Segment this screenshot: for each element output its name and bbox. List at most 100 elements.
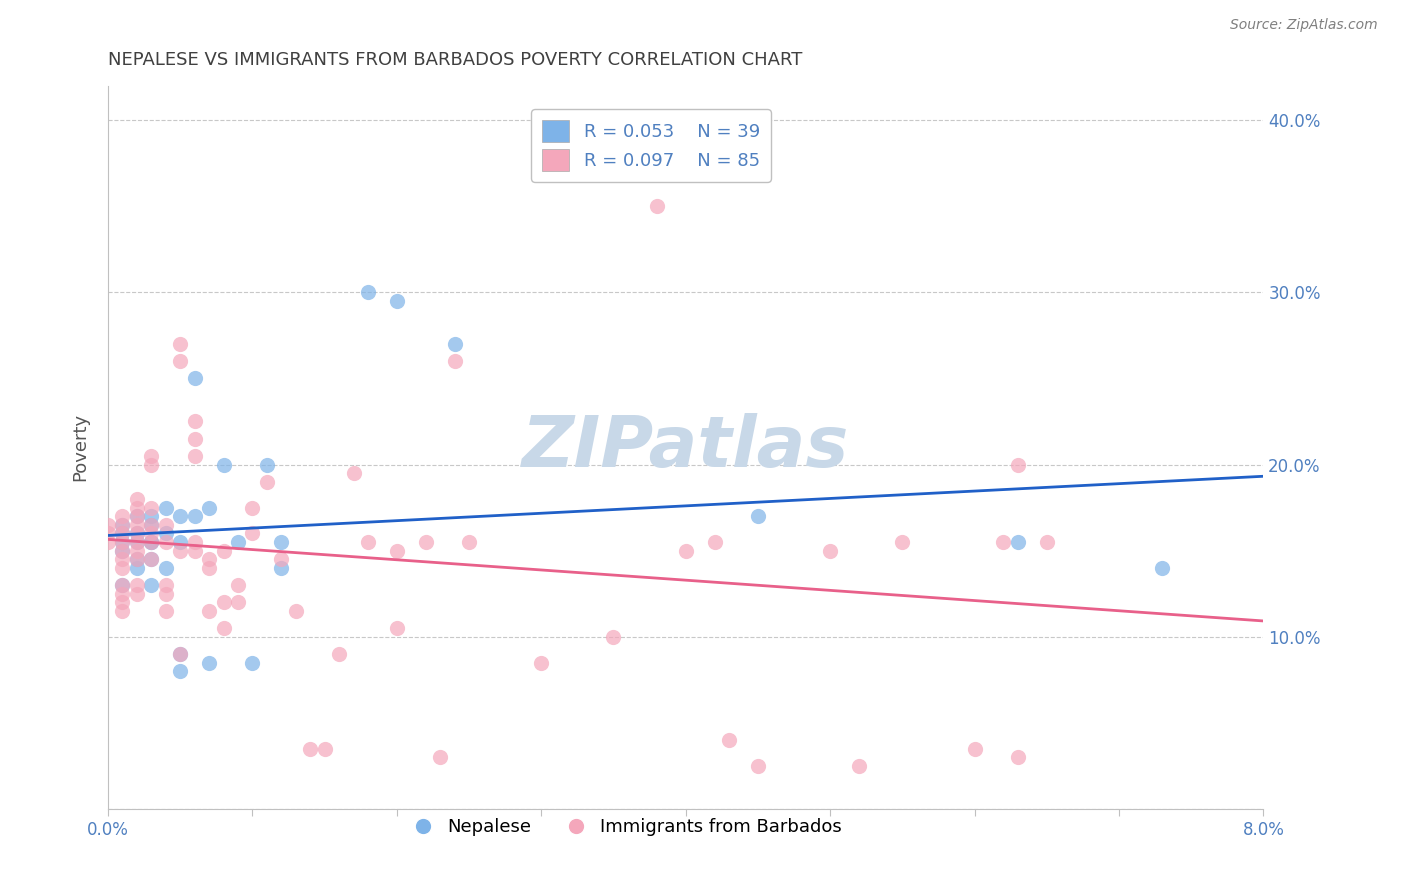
Point: [357, 535, 380, 549]
Point: [226, 535, 249, 549]
Text: ZIPatlas: ZIPatlas: [522, 413, 849, 482]
Point: [717, 733, 740, 747]
Point: [328, 647, 350, 661]
Point: [357, 285, 380, 300]
Point: [458, 535, 481, 549]
Point: [169, 543, 191, 558]
Point: [155, 587, 177, 601]
Point: [183, 509, 205, 524]
Point: [125, 535, 148, 549]
Point: [747, 759, 769, 773]
Point: [141, 500, 163, 515]
Point: [97, 535, 120, 549]
Point: [198, 500, 221, 515]
Point: [125, 526, 148, 541]
Point: [183, 535, 205, 549]
Point: [141, 535, 163, 549]
Point: [155, 517, 177, 532]
Point: [183, 371, 205, 385]
Point: [299, 742, 322, 756]
Point: [530, 656, 553, 670]
Point: [169, 354, 191, 368]
Point: [111, 561, 134, 575]
Point: [443, 337, 465, 351]
Point: [155, 526, 177, 541]
Point: [111, 587, 134, 601]
Point: [226, 578, 249, 592]
Point: [675, 543, 697, 558]
Point: [963, 742, 986, 756]
Point: [141, 517, 163, 532]
Point: [125, 552, 148, 566]
Point: [183, 449, 205, 463]
Point: [198, 656, 221, 670]
Point: [155, 500, 177, 515]
Point: [270, 552, 292, 566]
Point: [125, 509, 148, 524]
Point: [314, 742, 336, 756]
Point: [242, 526, 264, 541]
Point: [155, 561, 177, 575]
Point: [993, 535, 1015, 549]
Point: [111, 543, 134, 558]
Point: [111, 578, 134, 592]
Point: [212, 458, 235, 472]
Point: [212, 543, 235, 558]
Point: [212, 595, 235, 609]
Point: [848, 759, 870, 773]
Point: [747, 509, 769, 524]
Point: [125, 543, 148, 558]
Point: [385, 621, 408, 635]
Point: [818, 543, 841, 558]
Point: [141, 535, 163, 549]
Point: [270, 561, 292, 575]
Point: [125, 561, 148, 575]
Point: [111, 535, 134, 549]
Point: [256, 458, 278, 472]
Point: [226, 595, 249, 609]
Point: [169, 337, 191, 351]
Point: [111, 535, 134, 549]
Point: [169, 647, 191, 661]
Point: [125, 535, 148, 549]
Point: [125, 552, 148, 566]
Point: [342, 466, 364, 480]
Point: [111, 543, 134, 558]
Point: [270, 535, 292, 549]
Point: [385, 293, 408, 308]
Point: [183, 543, 205, 558]
Point: [141, 578, 163, 592]
Point: [141, 458, 163, 472]
Point: [198, 604, 221, 618]
Point: [198, 561, 221, 575]
Point: [111, 595, 134, 609]
Point: [155, 604, 177, 618]
Point: [1007, 535, 1029, 549]
Point: [256, 475, 278, 489]
Point: [242, 656, 264, 670]
Point: [155, 535, 177, 549]
Point: [125, 500, 148, 515]
Point: [111, 578, 134, 592]
Point: [141, 535, 163, 549]
Point: [169, 647, 191, 661]
Point: [155, 578, 177, 592]
Point: [111, 509, 134, 524]
Point: [198, 552, 221, 566]
Point: [141, 526, 163, 541]
Point: [212, 621, 235, 635]
Point: [141, 552, 163, 566]
Point: [169, 535, 191, 549]
Point: [703, 535, 725, 549]
Point: [111, 517, 134, 532]
Text: NEPALESE VS IMMIGRANTS FROM BARBADOS POVERTY CORRELATION CHART: NEPALESE VS IMMIGRANTS FROM BARBADOS POV…: [108, 51, 803, 69]
Text: Source: ZipAtlas.com: Source: ZipAtlas.com: [1230, 18, 1378, 32]
Point: [111, 552, 134, 566]
Point: [429, 750, 451, 764]
Point: [891, 535, 914, 549]
Point: [385, 543, 408, 558]
Point: [141, 449, 163, 463]
Point: [183, 432, 205, 446]
Point: [242, 500, 264, 515]
Point: [111, 526, 134, 541]
